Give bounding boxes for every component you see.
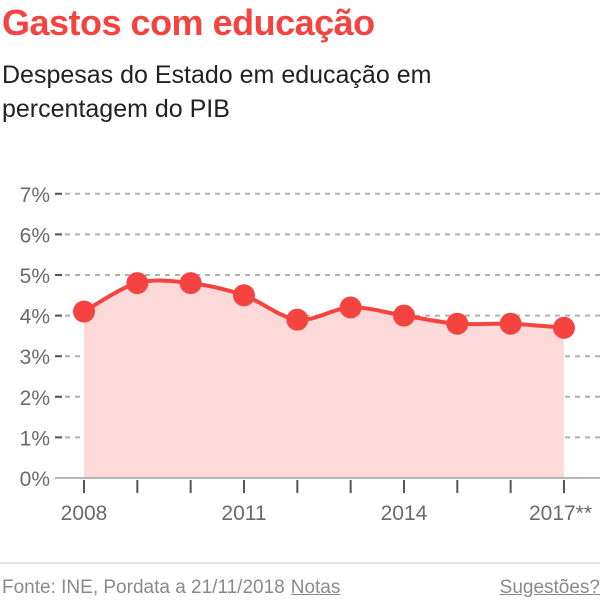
footer-separator [0,562,600,564]
data-point-2015[interactable] [446,312,469,335]
data-line [82,278,566,330]
y-tick-label: 5% [20,265,50,288]
data-point-2009[interactable] [126,272,149,295]
data-point-2013[interactable] [339,296,362,319]
line-area-chart: 0% 1% 2% 3% 4% 5% 6% 7% 2008 2011 2014 2017** [20,184,600,525]
data-point-2016[interactable] [499,312,522,335]
y-tick-label: 3% [20,346,50,369]
x-axis-labels: 2008 2011 2014 2017** [61,502,592,525]
x-tick-label: 2017** [529,502,592,525]
y-tick-label: 2% [20,387,50,410]
data-point-2017[interactable] [552,316,575,339]
data-point-2011[interactable] [232,284,255,307]
y-tick-label: 1% [20,427,50,450]
area-fill [84,280,564,478]
y-tick-label: 6% [20,224,50,247]
source-text: Fonte: INE, Pordata a 21/11/2018 [2,577,285,598]
y-axis-labels: 0% 1% 2% 3% 4% 5% 6% 7% [20,184,50,491]
x-tick-label: 2014 [381,502,428,525]
suggestions-link[interactable]: Sugestões? [499,577,600,598]
x-tick-label: 2008 [61,502,108,525]
x-tick-label: 2011 [221,502,266,525]
chart-subtitle: Despesas do Estado em educação em percen… [2,61,432,123]
data-point-2008[interactable] [73,300,95,323]
footer-source: Fonte: INE, Pordata a 21/11/2018 Notas [2,577,340,599]
data-point-2014[interactable] [392,304,415,327]
y-tick-label: 0% [20,468,50,491]
x-axis-ticks [83,480,565,493]
data-point-2010[interactable] [179,272,202,295]
notes-link[interactable]: Notas [290,577,341,598]
data-points [73,272,575,339]
y-tick-label: 4% [20,306,50,329]
data-point-2012[interactable] [286,308,309,331]
y-tick-label: 7% [20,184,50,207]
chart-title: Gastos com educação [2,2,375,43]
